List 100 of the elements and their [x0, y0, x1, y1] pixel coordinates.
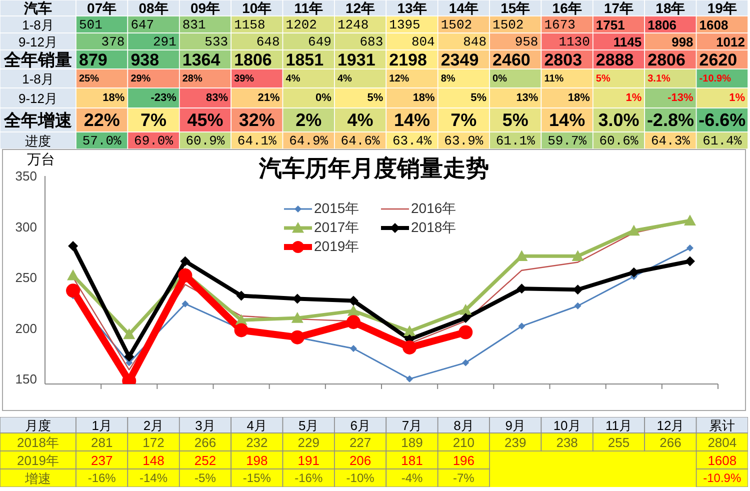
point [628, 224, 640, 236]
x-tick-label: 13年 [397, 0, 427, 16]
data-label: 227 [349, 434, 372, 450]
data-label: 1851 [286, 50, 324, 69]
y-axis-title: 万台 [27, 151, 55, 167]
data-label: 1% [626, 92, 642, 104]
data-label: -7% [453, 471, 475, 485]
data-label: 59.7% [548, 133, 587, 148]
data-label: 39% [234, 73, 254, 84]
x-tick-label: 4月 [246, 418, 268, 432]
data-label: 13% [516, 92, 538, 104]
data-label: 12% [389, 73, 410, 84]
data-label: 252 [194, 452, 216, 468]
data-label: 1806 [648, 17, 677, 32]
data-label: 2349 [440, 50, 479, 69]
data-label: 191 [298, 452, 320, 468]
data-label: 229 [298, 434, 320, 450]
data-label: 281 [90, 434, 113, 450]
y-tick-label: 全年销量 [3, 50, 72, 69]
data-label: 998 [672, 34, 694, 49]
x-tick-label: 10月 [553, 418, 581, 432]
data-label: 18% [102, 92, 125, 104]
x-tick-label: 12月 [656, 418, 684, 432]
point [346, 315, 360, 330]
point [460, 313, 471, 324]
data-label: -10% [346, 471, 375, 485]
point [458, 325, 473, 340]
x-tick-label: 18年 [656, 0, 686, 16]
y-tick-label: 2019年 [17, 452, 59, 468]
data-label: 1502 [440, 17, 472, 32]
y-tick-label: 全年增速 [3, 110, 72, 130]
data-label: 7% [450, 110, 477, 130]
x-tick-label: 12年 [346, 0, 376, 16]
data-label: 210 [452, 434, 475, 450]
point [234, 323, 248, 338]
point [518, 322, 526, 330]
data-label: 648 [256, 34, 280, 49]
x-tick-label: 09年 [190, 0, 220, 16]
data-label: 1502 [492, 17, 524, 32]
legend-label: 2017年 [314, 218, 360, 234]
data-label: 60.6% [599, 133, 638, 148]
data-label: 848 [463, 34, 487, 49]
point [462, 359, 470, 366]
point [350, 344, 357, 352]
data-label: -16% [88, 471, 116, 485]
y-tick-label: 1-8月 [22, 71, 54, 86]
point [572, 250, 584, 261]
point [68, 241, 78, 252]
data-label: 2803 [544, 50, 582, 69]
data-label: 148 [142, 452, 164, 468]
point [406, 375, 414, 382]
x-tick-label: 10年 [242, 0, 272, 16]
data-label: 1931 [337, 50, 376, 69]
data-label: 1202 [286, 17, 317, 32]
data-label: 5% [470, 92, 487, 104]
point [347, 304, 360, 316]
data-label: -23% [150, 92, 177, 104]
data-label: 3.0% [598, 110, 640, 130]
y-tick-label: 150 [15, 372, 37, 387]
x-tick-label: 07年 [87, 0, 117, 16]
x-tick-label: 3月 [195, 418, 216, 432]
y-tick-label: 增速 [24, 470, 51, 486]
data-label: 958 [514, 34, 538, 49]
data-label: 14% [549, 110, 586, 130]
point [290, 330, 304, 344]
y-tick-label: 1-8月 [22, 17, 54, 32]
data-label: 237 [90, 452, 113, 468]
data-label: 7% [140, 110, 167, 130]
point [516, 250, 528, 261]
data-label: 60.9% [186, 133, 225, 148]
data-label: 831 [182, 17, 206, 32]
x-tick-label: 17年 [604, 0, 634, 16]
x-tick-label: 14年 [448, 0, 478, 16]
data-label: 63.9% [444, 133, 484, 148]
data-label: 196 [452, 452, 475, 468]
data-label: 5% [367, 92, 384, 104]
data-label: 64.1% [237, 133, 277, 148]
data-label: -10.9% [699, 73, 732, 84]
data-label: 5% [502, 110, 528, 130]
data-label: 1751 [596, 17, 625, 32]
data-label: 647 [130, 17, 154, 32]
y-tick-label: 350 [15, 168, 37, 184]
data-label: 1158 [234, 17, 266, 32]
x-tick-label: 5月 [298, 418, 319, 432]
data-label: 1608 [708, 452, 737, 468]
x-tick-label: 19年 [707, 0, 737, 16]
data-label: 1395 [389, 17, 420, 32]
data-label: 1608 [699, 17, 728, 32]
data-label: 232 [246, 434, 268, 450]
data-label: 0% [492, 73, 508, 84]
legend-label: 2019年 [314, 238, 360, 254]
data-label: 45% [187, 110, 224, 130]
data-label: 22% [84, 110, 120, 130]
data-label: 533 [204, 34, 228, 49]
data-label: 1130 [558, 34, 590, 49]
point [686, 244, 694, 252]
point [628, 267, 639, 278]
data-label: 1% [729, 92, 746, 104]
data-label: 266 [194, 434, 216, 450]
x-tick-label: 15年 [500, 0, 530, 16]
